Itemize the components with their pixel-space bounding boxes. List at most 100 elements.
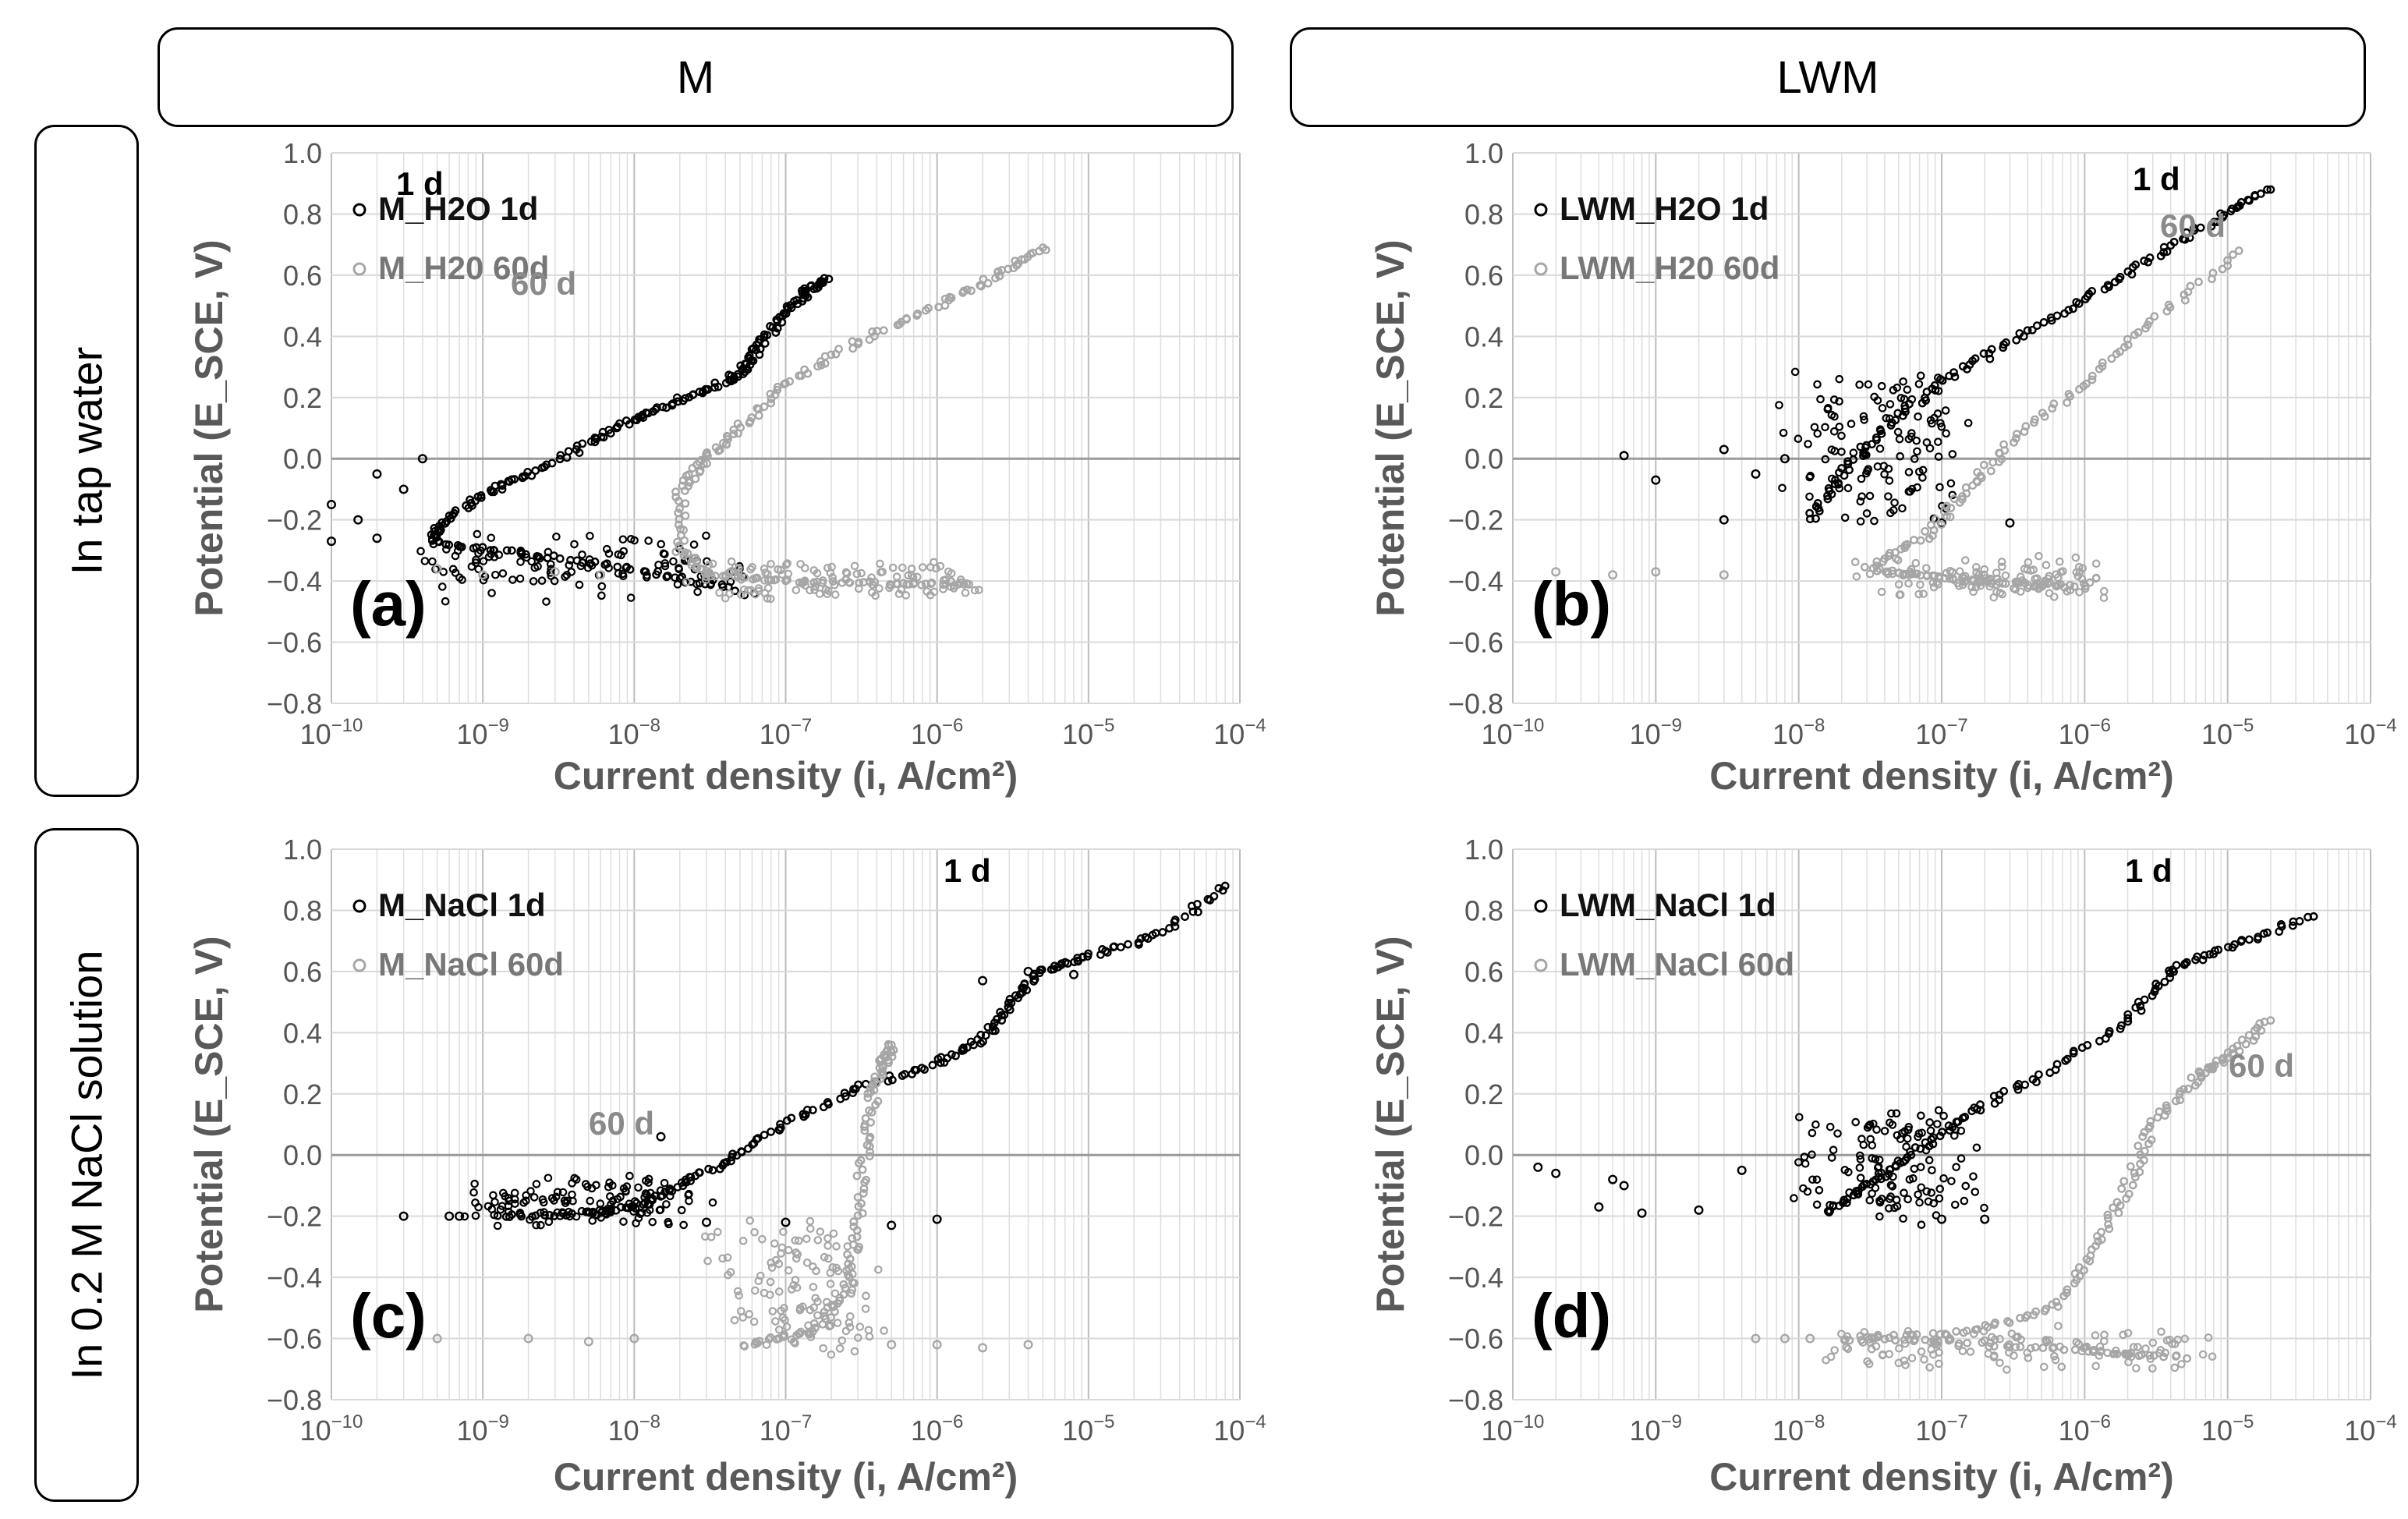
row-label-tap-water-text: In tap water: [62, 346, 112, 575]
data-point: [522, 1196, 530, 1206]
data-point: [558, 1188, 568, 1197]
data-point: [1973, 468, 1982, 477]
data-point: [827, 350, 836, 359]
data-point: [777, 570, 787, 579]
data-point: [721, 593, 730, 603]
data-point: [1873, 462, 1882, 471]
data-point: [2052, 311, 2062, 320]
data-point: [2082, 379, 2091, 388]
data-point: [2123, 1014, 2133, 1023]
data-point: [1775, 401, 1783, 409]
data-point: [441, 597, 450, 606]
data-point: [2109, 1203, 2118, 1213]
data-point: [2088, 371, 2097, 381]
data-point: [2045, 1336, 2054, 1345]
data-point: [1220, 881, 1230, 891]
data-point: [2128, 1181, 2137, 1190]
data-point: [2012, 430, 2021, 439]
data-point: [1899, 1214, 1907, 1223]
panel-label: (b): [1532, 569, 1611, 639]
data-point: [479, 557, 488, 565]
x-tick-label: 10−5: [2201, 715, 2254, 750]
data-point: [1843, 1344, 1853, 1354]
data-point: [526, 1187, 535, 1195]
data-point: [2069, 304, 2077, 313]
data-point: [496, 1205, 505, 1214]
data-point: [674, 397, 682, 406]
data-point: [2223, 261, 2233, 271]
data-point: [1827, 1153, 1836, 1162]
data-point: [2020, 1080, 2030, 1089]
data-point: [832, 1263, 841, 1273]
data-point: [871, 591, 880, 600]
data-point: [792, 1283, 802, 1292]
data-point: [2144, 317, 2154, 326]
data-point: [632, 1219, 640, 1227]
data-point: [791, 1276, 800, 1284]
data-point: [2002, 338, 2010, 347]
data-point: [824, 586, 833, 595]
data-point: [675, 564, 683, 572]
data-point: [597, 1208, 606, 1217]
data-point: [777, 1306, 785, 1315]
data-point: [532, 1180, 541, 1188]
data-point: [684, 470, 693, 480]
data-point: [947, 577, 956, 586]
data-point: [813, 1236, 823, 1245]
data-point: [888, 563, 898, 572]
data-point: [1857, 474, 1866, 483]
data-point: [1101, 947, 1110, 955]
data-point: [1929, 1199, 1939, 1208]
data-point: [922, 587, 931, 596]
data-point: [1914, 467, 1924, 476]
data-point: [1594, 1202, 1604, 1212]
data-point: [1972, 568, 1981, 577]
y-tick-label: −0.6: [1448, 627, 1503, 659]
legend-label: LWM_H2O 1d: [1560, 190, 1769, 227]
data-point: [845, 1264, 854, 1273]
data-point: [2135, 1167, 2144, 1177]
data-point: [2194, 1067, 2204, 1076]
data-point: [1931, 515, 1940, 524]
data-point: [1719, 515, 1729, 525]
data-point: [806, 1224, 815, 1234]
data-point: [326, 500, 336, 510]
data-point: [1856, 497, 1865, 506]
data-point: [2048, 404, 2057, 413]
x-axis-label: Current density (i, A/cm²): [554, 754, 1018, 798]
data-point: [677, 1178, 686, 1187]
data-point: [1999, 440, 2009, 449]
x-tick-label: 10−9: [1630, 715, 1682, 750]
y-tick-label: 0.8: [1464, 894, 1503, 926]
data-point: [596, 570, 606, 580]
data-point: [432, 1333, 442, 1344]
data-point: [1800, 1153, 1809, 1161]
data-point: [2219, 1053, 2228, 1063]
data-point: [773, 385, 782, 395]
data-point: [550, 567, 560, 577]
data-point: [507, 546, 516, 555]
data-point: [1912, 1330, 1921, 1339]
data-point: [983, 1022, 993, 1032]
data-point: [1790, 1194, 1798, 1202]
data-point: [1925, 1363, 1934, 1372]
row-label-nacl-text: In 0.2 M NaCl solution: [62, 950, 112, 1380]
data-point: [1751, 469, 1761, 479]
data-point: [1872, 1342, 1881, 1351]
data-point: [2054, 1322, 2063, 1330]
data-point: [767, 1263, 777, 1272]
x-tick-label: 10−7: [760, 1411, 812, 1446]
data-point: [1193, 908, 1202, 916]
data-point: [2155, 1107, 2164, 1116]
data-point: [704, 561, 714, 569]
data-point: [1896, 451, 1904, 461]
data-point: [1985, 582, 1995, 591]
data-point: [802, 1259, 812, 1267]
data-point: [1865, 491, 1875, 501]
data-point: [2210, 1060, 2219, 1070]
data-point: [1910, 1164, 1919, 1174]
data-point: [868, 327, 877, 336]
data-point: [656, 1131, 666, 1142]
series-annotation: 1 d: [2133, 161, 2180, 197]
data-point: [2131, 260, 2141, 269]
